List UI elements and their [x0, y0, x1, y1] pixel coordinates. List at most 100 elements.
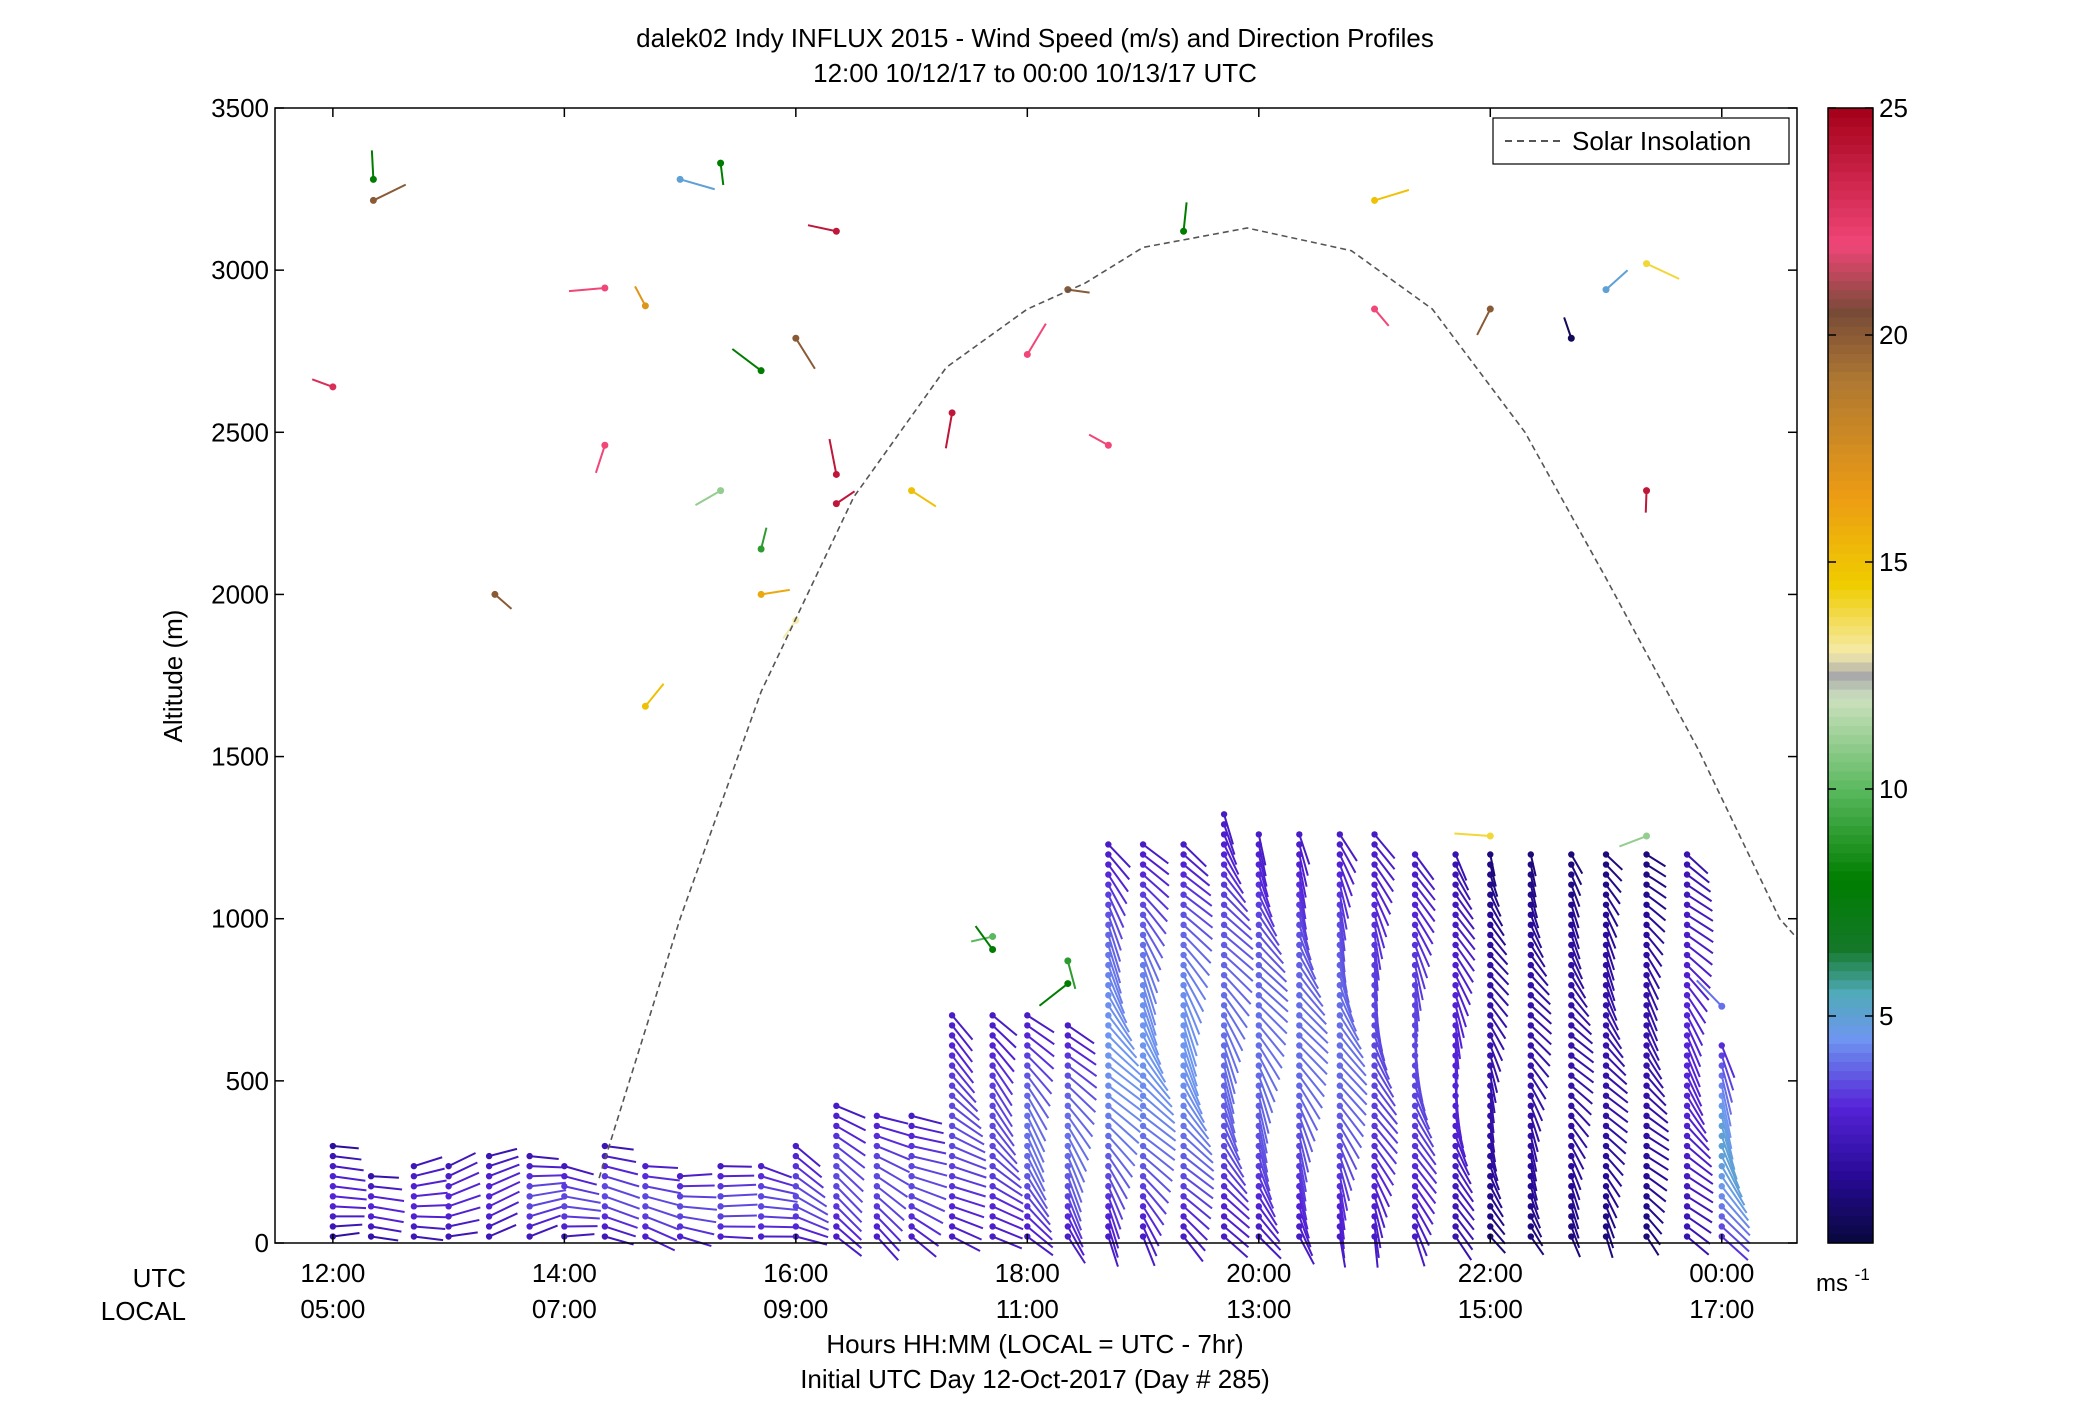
- wind-barb-line: [1489, 1035, 1504, 1062]
- wind-point: [561, 1223, 568, 1230]
- wind-point: [908, 1122, 915, 1130]
- wind-barb-line: [1686, 1225, 1711, 1245]
- wind-barb-line: [1373, 1206, 1384, 1239]
- wind-point: [1527, 1203, 1534, 1210]
- scatter-point: [1371, 196, 1379, 204]
- wind-barb-line: [951, 1075, 977, 1104]
- wind-barb-line: [1489, 1205, 1505, 1227]
- wind-barb-line: [760, 1165, 793, 1179]
- wind-barb-line: [1570, 1014, 1593, 1036]
- wind-barb-line: [448, 1194, 481, 1208]
- wind-barb-line: [1338, 924, 1346, 962]
- x-tick-label-utc: 22:00: [1458, 1258, 1523, 1288]
- wind-point: [1602, 992, 1610, 999]
- wind-point: [1487, 951, 1494, 959]
- wind-point: [1602, 1022, 1610, 1029]
- wind-point: [1105, 1213, 1112, 1220]
- wind-barb-line: [1686, 1004, 1705, 1036]
- wind-point: [1371, 1082, 1378, 1089]
- wind-point: [1180, 1203, 1187, 1210]
- scatter-barb-line: [1088, 433, 1109, 447]
- wind-point: [1296, 1223, 1303, 1230]
- colorbar-swatch: [1828, 1143, 1873, 1153]
- wind-barb-line: [1257, 874, 1271, 908]
- wind-barb-line: [1067, 1105, 1094, 1138]
- wind-barb-line: [1686, 853, 1709, 875]
- wind-point: [1180, 1012, 1187, 1019]
- wind-barb-line: [992, 1195, 1024, 1213]
- wind-point: [717, 1162, 724, 1170]
- wind-barb-line: [1570, 864, 1583, 886]
- wind-barb-line: [1686, 1235, 1710, 1256]
- wind-barb-line: [1223, 1075, 1235, 1115]
- wind-point: [1568, 1092, 1575, 1099]
- wind-barb-line: [1298, 974, 1324, 1008]
- wind-point: [792, 1162, 800, 1170]
- y-tick-label: 3500: [211, 93, 269, 123]
- colorbar-swatch: [1828, 316, 1873, 327]
- wind-point: [1452, 981, 1459, 989]
- wind-profile-25: [1296, 831, 1329, 1265]
- wind-point: [1643, 1172, 1650, 1180]
- wind-point: [1064, 1062, 1072, 1069]
- colorbar-swatch: [1828, 534, 1873, 545]
- wind-barb-line: [1107, 1195, 1122, 1230]
- wind-point: [1296, 1112, 1303, 1120]
- wind-barb-line: [1645, 1225, 1661, 1246]
- wind-point: [948, 1162, 956, 1170]
- wind-barb-line: [1605, 1074, 1629, 1095]
- wind-barb-line: [1605, 1165, 1623, 1187]
- wind-point: [1643, 1233, 1650, 1240]
- wind-point: [833, 1223, 840, 1230]
- wind-barb-line: [1026, 1095, 1048, 1131]
- wind-barb-line: [1529, 1215, 1543, 1238]
- wind-point: [792, 1203, 800, 1210]
- wind-barb-line: [1223, 1155, 1247, 1187]
- wind-barb-line: [1414, 1125, 1436, 1157]
- wind-barb-line: [1338, 1186, 1347, 1221]
- colorbar-swatch: [1828, 226, 1873, 236]
- wind-point: [1568, 1142, 1575, 1150]
- wind-barb-line: [835, 1225, 863, 1249]
- wind-barb-line: [332, 1232, 360, 1238]
- wind-point: [1180, 891, 1187, 898]
- wind-point: [1180, 841, 1187, 848]
- wind-point: [1220, 911, 1228, 919]
- wind-barb-line: [1258, 1024, 1285, 1058]
- wind-barb-line: [876, 1165, 910, 1186]
- wind-point: [1371, 1193, 1378, 1200]
- wind-point: [1643, 1122, 1650, 1130]
- wind-barb-line: [1686, 1024, 1702, 1057]
- wind-point: [485, 1183, 493, 1190]
- wind-profile-17: [989, 1012, 1024, 1250]
- wind-barb-line: [1489, 1014, 1507, 1040]
- wind-barb-line: [1686, 944, 1713, 966]
- wind-barb-line: [679, 1215, 717, 1224]
- wind-barb-line: [1605, 914, 1618, 939]
- wind-barb-line: [1529, 904, 1540, 929]
- wind-barb-line: [1686, 1045, 1701, 1078]
- wind-barb-line: [1645, 944, 1663, 967]
- wind-point: [1024, 1112, 1031, 1120]
- wind-point: [1180, 1062, 1187, 1069]
- wind-barb-line: [1414, 995, 1419, 1032]
- wind-point: [873, 1172, 881, 1180]
- wind-barb-line: [1026, 1064, 1053, 1095]
- wind-barb-line: [1414, 1085, 1429, 1121]
- wind-point: [1411, 1162, 1419, 1170]
- wind-barb-line: [1107, 974, 1126, 1014]
- wind-point: [1255, 941, 1263, 949]
- wind-barb-line: [1182, 843, 1207, 868]
- colorbar-swatch: [1828, 189, 1873, 200]
- x-tick-label-local: 07:00: [532, 1294, 597, 1324]
- wind-barb-line: [1258, 974, 1289, 1003]
- wind-point: [833, 1162, 840, 1170]
- wind-barb-line: [720, 1183, 757, 1188]
- wind-barb-line: [1223, 1115, 1239, 1152]
- wind-barb-line: [1223, 954, 1254, 982]
- wind-point: [1411, 1152, 1419, 1160]
- scatter-point: [676, 175, 684, 183]
- wind-barb-line: [1373, 853, 1395, 881]
- wind-barb-line: [1454, 1195, 1475, 1221]
- wind-barb-line: [1338, 1115, 1363, 1149]
